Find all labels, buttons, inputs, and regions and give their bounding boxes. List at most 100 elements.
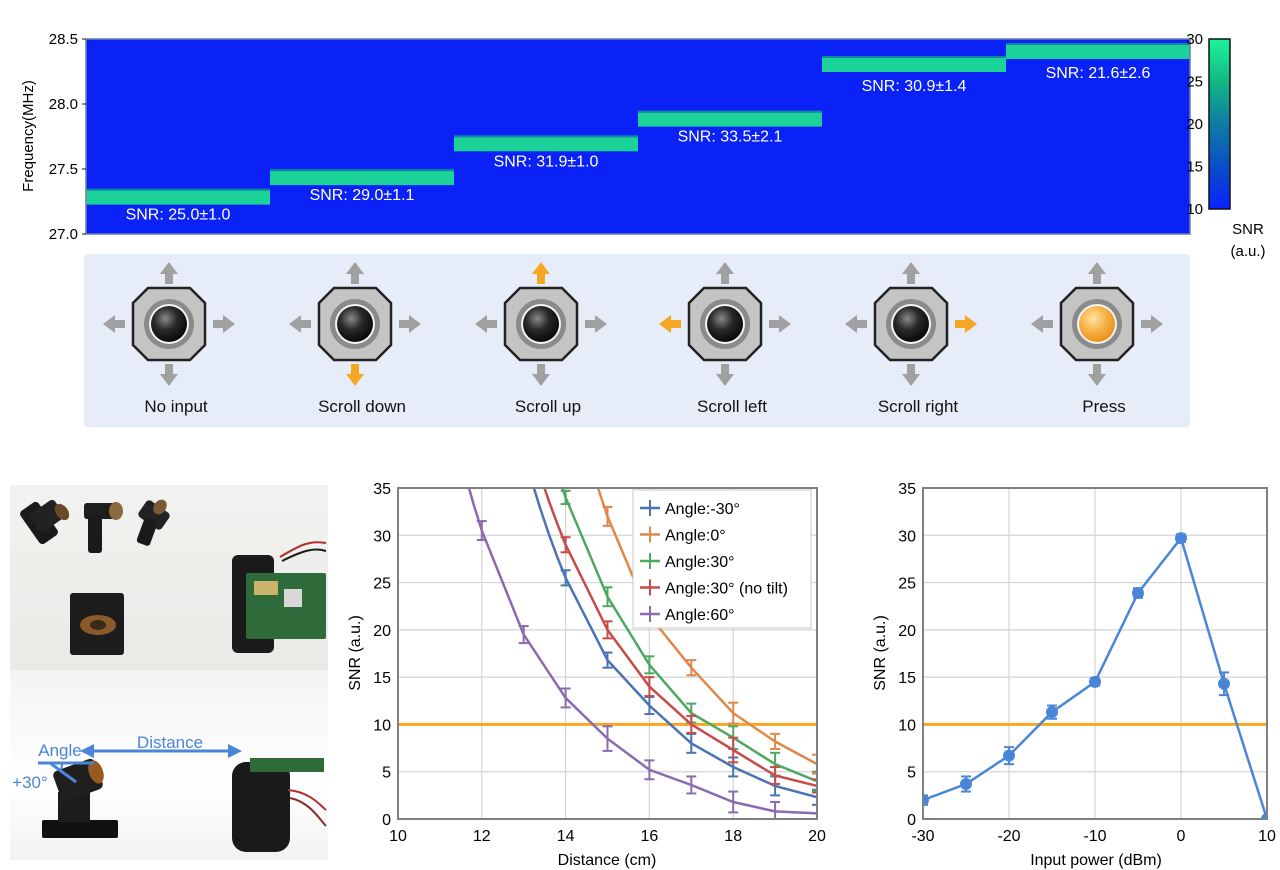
spectrogram-band-edge [1006,43,1190,45]
power-chart: -30 -20 -10 0 10 0 5 10 15 20 25 30 35 Input power (… [872,481,1276,869]
arrow-left-icon [659,315,681,333]
distance-chart-frame [397,487,818,820]
spectrogram-y-tick-label: 27.5 [49,161,78,178]
colorbar-tick-label: 10 [1186,201,1203,218]
joystick-icon [103,262,235,386]
spectrogram-band-edge [454,135,638,138]
y-tick-label: 20 [898,623,916,640]
power-chart-x-label: Input power (dBm) [1030,852,1162,869]
colorbar-tick-label: 20 [1186,116,1203,133]
joystick-panel: No input Scroll down Scroll up Scroll left S… [84,254,1190,427]
spectrogram-snr-label: SNR: 30.9±1.4 [862,78,967,95]
joystick-icon [659,262,791,386]
spectrogram-snr-label: SNR: 25.0±1.0 [126,207,231,224]
y-tick-label: 0 [907,812,916,829]
x-tick-label: -20 [997,828,1020,845]
colorbar-tick-label: 15 [1186,159,1203,176]
spectrogram-y-tick-label: 28.0 [49,96,78,113]
arrow-right-icon [213,315,235,333]
joystick-knob-icon [523,306,559,342]
spectrogram-snr-label: SNR: 29.0±1.1 [310,187,415,204]
power-chart-ticks: -30 -20 -10 0 10 0 5 10 15 20 25 30 35 [898,481,1276,845]
legend-entry-label: Angle:60° [665,607,735,624]
arrow-right-icon [1141,315,1163,333]
spectrogram-y-tick-label: 28.5 [49,31,78,48]
x-tick-label: 0 [1177,828,1186,845]
arrow-down-icon [532,364,550,386]
joystick-icon [1031,262,1163,386]
colorbar-title-line2: (a.u.) [1230,243,1265,260]
y-tick-label: 15 [373,670,391,687]
y-tick-label: 35 [898,481,916,498]
spectrogram-snr-label: SNR: 33.5±2.1 [678,129,783,146]
receiver-device [232,758,327,852]
joystick-icon [845,262,977,386]
spectrogram-band-edge [822,56,1006,58]
joystick-state-0: No input [84,254,268,427]
spectrogram-band [1006,45,1190,59]
x-tick-label: 14 [557,828,575,845]
legend-entry-label: Angle:0° [665,528,726,545]
distance-arrow-left-head [80,744,94,758]
data-point [1261,813,1267,819]
arrow-up-icon [716,262,734,284]
spectrogram-band-edge [638,110,822,113]
legend-entry-label: Angle:30° (no tilt) [665,581,788,598]
arrow-up-icon [1088,262,1106,284]
spectrogram-band-edge [270,169,454,172]
joystick-state-4: Scroll right [826,254,1010,427]
y-tick-label: 30 [373,528,391,545]
spectrogram-band-edge [86,188,270,191]
joystick-knob-icon [707,306,743,342]
arrow-down-icon [346,364,364,386]
arrow-right-icon [769,315,791,333]
photo-components [10,485,328,670]
joystick-icon [289,262,421,386]
spectrogram-y-ticks: 27.0 27.5 28.0 28.5 [49,31,86,243]
series-clip-group [923,532,1267,819]
x-tick-label: -10 [1083,828,1106,845]
distance-chart-x-label: Distance (cm) [558,852,657,869]
arrow-right-icon [955,315,977,333]
data-point [1175,532,1187,545]
x-tick-label: -30 [911,828,934,845]
x-tick-label: 12 [473,828,491,845]
series-line [596,488,817,766]
y-tick-label: 5 [382,765,391,782]
y-tick-label: 20 [373,623,391,640]
series-clip-group [467,488,817,819]
x-tick-label: 10 [1258,828,1276,845]
spectrogram-band [86,190,270,205]
arrow-left-icon [1031,315,1053,333]
distance-chart-y-label: SNR (a.u.) [347,615,364,691]
angle-arc [59,762,64,772]
colorbar-tick-label: 25 [1186,74,1203,91]
coil-holder-1 [20,499,70,545]
spectrogram-band [638,112,822,127]
joystick-state-label: Scroll down [318,397,406,416]
joystick-state-label: No input [144,397,208,416]
spectrogram-snr-label: SNR: 21.6±2.6 [1046,65,1151,82]
y-tick-label: 35 [373,481,391,498]
arrow-up-icon [346,262,364,284]
angle-label: Angle [38,741,81,760]
joystick-knob-icon [1079,306,1115,342]
arrow-left-icon [845,315,867,333]
arrow-down-icon [716,364,734,386]
data-point [1046,706,1058,719]
arrow-up-icon [532,262,550,284]
arrow-down-icon [160,364,178,386]
joystick-state-3: Scroll left [640,254,824,427]
x-tick-label: 16 [641,828,659,845]
power-chart-frame [922,487,1268,820]
arrow-right-icon [399,315,421,333]
distance-chart-legend: Angle:-30° Angle:0° Angle:30° Angle:30° (no… [632,489,812,629]
y-tick-label: 25 [373,576,391,593]
distance-chart-ticks: 10 12 14 16 18 20 0 5 10 15 20 25 30 35 [373,481,826,845]
legend-entry-label: Angle:-30° [665,501,740,518]
coil-holder-3 [136,499,170,546]
joystick-state-label: Scroll left [697,397,767,416]
receiver-board [232,541,327,653]
